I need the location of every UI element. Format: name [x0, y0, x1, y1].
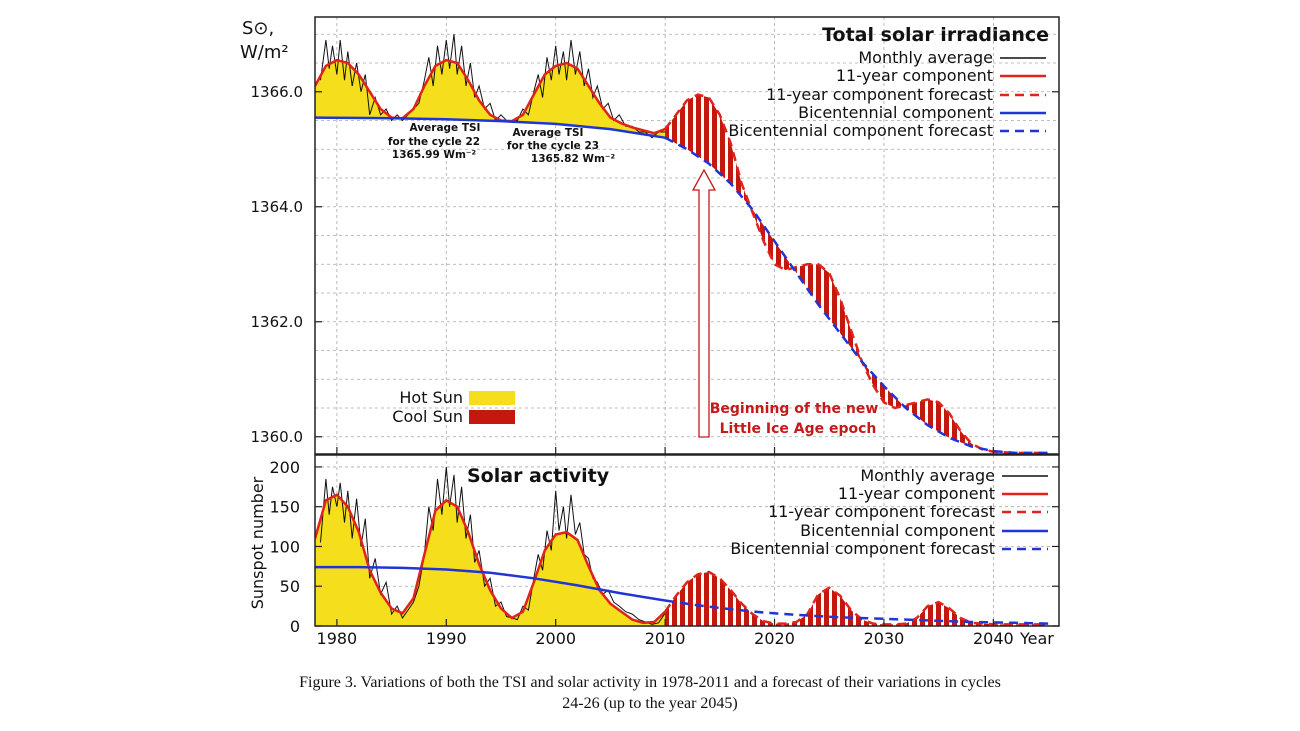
tsi-bicentennial-component-line	[315, 116, 666, 139]
annotation-cycle-23-line3: 1365.82 Wm⁻²	[531, 153, 616, 165]
sunspot-x-ticks: 1980 1990 2000 2010 2020 2030 2040	[317, 619, 1014, 648]
tsi-plot-border	[314, 16, 1060, 455]
little-ice-age-line1: Beginning of the new	[710, 401, 879, 417]
sunspot-y-tick-label: 50	[280, 577, 300, 596]
caption-line-1: Figure 3. Variations of both the TSI and…	[299, 674, 1001, 691]
sunspot-x-tick-label: 2040	[973, 629, 1014, 648]
sunspot-legend-bicent-forecast-label: Bicentennial component forecast	[730, 539, 995, 558]
sunspot-x-tick-label: 2030	[864, 629, 905, 648]
sunspot-y-tick-label: 200	[269, 458, 300, 477]
sun-fill-legend: Hot Sun Cool Sun	[392, 388, 515, 426]
tsi-y-tick-label: 1360.0	[251, 428, 304, 446]
sunspot-11-year-component-line	[315, 493, 666, 625]
hot-sun-swatch	[469, 391, 515, 405]
tsi-legend-bicent-forecast-label: Bicentennial component forecast	[728, 121, 993, 140]
tsi-panel: 1360.0 1362.0 1364.0 1366.0 S⊙, W/m² Total …	[240, 16, 1060, 455]
tsi-11-year-forecast-line	[664, 93, 1049, 454]
sunspot-legend-monthly-label: Monthly average	[860, 466, 995, 485]
little-ice-age-line2: Little Ice Age epoch	[720, 421, 877, 437]
tsi-legend-11y-label: 11-year component	[836, 66, 993, 85]
hot-sun-label: Hot Sun	[399, 388, 463, 407]
annotation-cycle-22-line2: for the cycle 22	[388, 136, 480, 148]
sunspot-y-tick-label: 0	[290, 617, 300, 636]
tsi-y-tick-label: 1362.0	[251, 313, 304, 331]
sunspot-x-tick-label: 2000	[535, 629, 576, 648]
sunspot-x-tick-label: 2010	[645, 629, 686, 648]
tsi-y-label-line1: S⊙,	[242, 18, 274, 39]
sunspot-hot-sun-area	[315, 494, 666, 626]
annotation-cycle-22: Average TSI for the cycle 22 1365.99 Wm⁻…	[388, 122, 481, 161]
sunspot-bicentennial-component-line	[315, 565, 666, 602]
tsi-cool-sun-area	[665, 94, 1049, 453]
annotation-cycle-22-line3: 1365.99 Wm⁻²	[392, 149, 477, 161]
tsi-11-year-component-line	[315, 58, 666, 135]
sunspot-y-tick-label: 150	[269, 498, 300, 517]
sunspot-chart-title: Solar activity	[467, 465, 610, 487]
cool-sun-label: Cool Sun	[392, 407, 463, 426]
tsi-legend-11y-forecast-label: 11-year component forecast	[766, 85, 993, 104]
tsi-legend-monthly-label: Monthly average	[858, 48, 993, 67]
tsi-y-tick-label: 1364.0	[251, 198, 304, 216]
figure-caption: Figure 3. Variations of both the TSI and…	[150, 672, 1150, 714]
tsi-y-label-line2: W/m²	[240, 42, 289, 63]
sunspot-plot-border	[314, 454, 1060, 627]
tsi-legend: Total solar irradiance Monthly average 1…	[728, 24, 1049, 140]
tsi-chart-title: Total solar irradiance	[822, 24, 1049, 46]
tsi-y-tick-label: 1366.0	[251, 83, 304, 101]
sunspot-y-tick-label: 100	[269, 537, 300, 556]
sunspot-x-tick-label: 1980	[317, 629, 358, 648]
sunspot-x-label: Year	[1019, 629, 1054, 648]
caption-line-2: 24-26 (up to the year 2045)	[562, 695, 738, 712]
cool-sun-swatch	[469, 410, 515, 424]
sunspot-bicentennial-forecast-line	[664, 599, 1049, 625]
annotation-cycle-22-line1: Average TSI	[410, 122, 481, 134]
annotation-cycle-23-line2: for the cycle 23	[507, 140, 599, 152]
sunspot-panel: 0 50 100 150 200 1980 1990 2000 2010 2020 2030 204…	[248, 454, 1060, 648]
little-ice-age-arrow-shape	[691, 168, 717, 438]
annotation-cycle-23: Average TSI for the cycle 23 1365.82 Wm⁻…	[507, 127, 616, 165]
tsi-legend-bicent-label: Bicentennial component	[798, 103, 993, 122]
tsi-x-ticks	[336, 447, 994, 454]
little-ice-age-arrow: Beginning of the new Little Ice Age epoc…	[691, 168, 879, 438]
sunspot-y-ticks: 0 50 100 150 200	[269, 458, 1059, 636]
sunspot-x-tick-label: 2020	[754, 629, 795, 648]
sunspot-legend-11y-forecast-label: 11-year component forecast	[768, 502, 995, 521]
sunspot-legend: Solar activity Monthly average 11-year c…	[467, 465, 1048, 558]
sunspot-x-tick-label: 1990	[426, 629, 467, 648]
sunspot-y-label: Sunspot number	[248, 476, 267, 609]
tsi-y-ticks: 1360.0 1362.0 1364.0 1366.0	[251, 83, 1059, 446]
tsi-bicentennial-forecast-line	[664, 136, 1049, 454]
sunspot-legend-11y-label: 11-year component	[838, 484, 995, 503]
annotation-cycle-23-line1: Average TSI	[513, 127, 584, 139]
sunspot-legend-bicent-label: Bicentennial component	[800, 521, 995, 540]
sunspot-11-year-forecast-line	[664, 570, 1049, 626]
